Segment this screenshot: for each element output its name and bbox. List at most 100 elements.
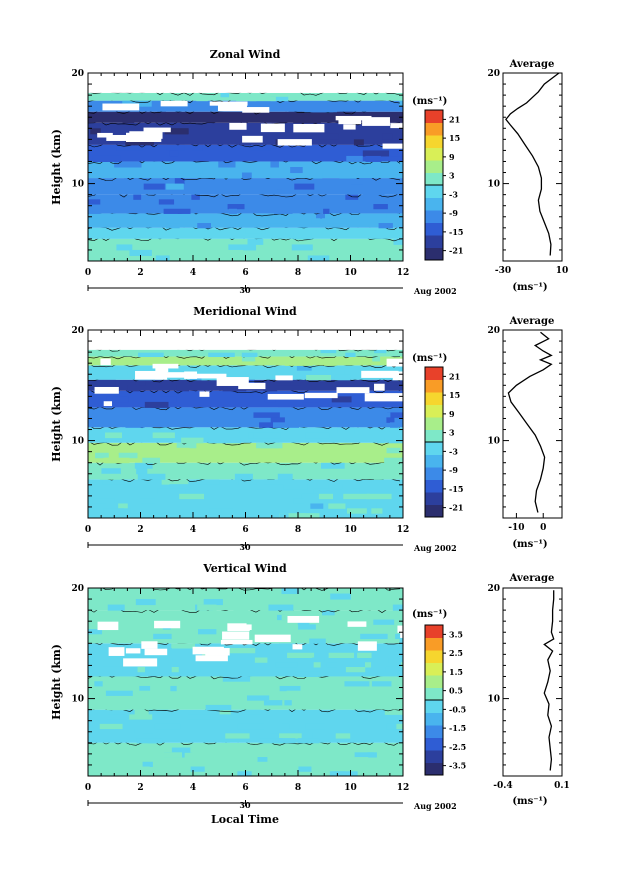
heatmap-cell xyxy=(293,117,321,124)
colorbar-swatch xyxy=(425,467,443,480)
heatmap-cell xyxy=(301,493,318,500)
heatmap-cell xyxy=(309,638,326,644)
heatmap-cell xyxy=(331,761,354,768)
heatmap-cell xyxy=(374,427,390,433)
heatmap-cell xyxy=(294,183,315,190)
heatmap-cell xyxy=(92,155,121,162)
heatmap-cell xyxy=(161,479,189,485)
heatmap-cell xyxy=(212,468,240,475)
colorbar-tick-label: -3 xyxy=(449,446,458,456)
unit-label: (ms⁻¹) xyxy=(412,353,447,364)
missing-data-gap xyxy=(154,620,181,629)
heatmap-cell xyxy=(166,183,184,190)
missing-data-gap xyxy=(361,370,399,378)
heatmap-cell xyxy=(142,457,161,464)
heatmap-cell xyxy=(127,370,135,376)
colorbar-swatch xyxy=(425,454,443,468)
heatmap-cell xyxy=(241,356,256,362)
missing-data-gap xyxy=(97,621,119,631)
heatmap-cell xyxy=(270,379,291,386)
heatmap-cell xyxy=(171,255,198,261)
heatmap-cell xyxy=(154,700,167,706)
heatmap-cell xyxy=(399,638,403,644)
heatmap-cell xyxy=(254,657,268,663)
heatmap-cell xyxy=(133,139,148,146)
heatmap-cell xyxy=(400,700,403,706)
heatmap-cell xyxy=(275,662,298,668)
heatmap-cell xyxy=(386,599,403,606)
heatmap-cell xyxy=(110,747,130,753)
heatmap-cell xyxy=(400,662,403,668)
missing-data-gap xyxy=(100,358,111,366)
chart-title: Vertical Wind xyxy=(202,562,287,575)
heatmap-cell xyxy=(386,447,401,454)
heatmap-cell xyxy=(221,771,233,776)
missing-data-gap xyxy=(97,132,113,138)
heatmap-cell xyxy=(169,484,191,490)
colorbar-swatch xyxy=(425,367,443,380)
colorbar-swatch xyxy=(425,442,443,455)
x-tick-label: 4 xyxy=(190,268,196,278)
heatmap-cell xyxy=(283,484,308,490)
heatmap-cell xyxy=(270,96,289,102)
heatmap-cell xyxy=(334,747,356,753)
colorbar-tick-label: -15 xyxy=(449,227,463,237)
heatmap-cell xyxy=(215,172,242,179)
heatmap-cell xyxy=(312,733,320,739)
heatmap-cell xyxy=(105,690,133,696)
heatmap-cell xyxy=(219,709,231,715)
heatmap-cell xyxy=(190,766,205,772)
heatmap-cell xyxy=(296,365,312,371)
heatmap-cell xyxy=(157,488,186,495)
heatmap-cell xyxy=(378,223,393,229)
heatmap-cell xyxy=(132,610,158,616)
colorbar-tick-label: 3 xyxy=(449,428,455,438)
heatmap-cell xyxy=(170,685,177,692)
heatmap-cell xyxy=(392,604,403,611)
colorbar-swatch xyxy=(425,625,443,638)
heatmap-cell xyxy=(386,417,395,423)
colorbar-swatch xyxy=(425,762,443,776)
average-x-tick-label: 10 xyxy=(556,266,569,276)
average-y-tick-label: 20 xyxy=(487,584,500,594)
colorbar-swatch xyxy=(425,160,443,173)
heatmap-cell xyxy=(107,604,125,611)
heatmap-cell xyxy=(226,249,244,256)
heatmap-cell xyxy=(245,227,266,234)
heatmap-cell xyxy=(147,238,175,245)
heatmap-cell xyxy=(297,738,320,744)
heatmap-cell xyxy=(272,422,300,428)
heatmap-cell xyxy=(281,199,294,205)
colorbar-swatch xyxy=(425,235,443,248)
colorbar-tick-label: -9 xyxy=(449,465,458,475)
missing-data-gap xyxy=(242,107,270,113)
missing-data-gap xyxy=(102,103,140,111)
missing-data-gap xyxy=(362,117,390,126)
colorbar-swatch xyxy=(425,637,443,651)
heatmap-cell xyxy=(241,172,252,179)
heatmap-cell xyxy=(191,676,204,682)
heatmap-cell xyxy=(196,167,203,174)
colorbar-swatch xyxy=(425,247,443,261)
missing-data-gap xyxy=(364,393,403,402)
average-x-label: (ms⁻¹) xyxy=(512,539,547,550)
x-axis-label: Local Time xyxy=(211,813,279,826)
heatmap-cell xyxy=(328,484,343,490)
y-axis: 10 20 xyxy=(71,326,403,508)
colorbar-swatch xyxy=(425,222,443,236)
heatmap-cell xyxy=(373,619,395,625)
colorbar-tick-label: 21 xyxy=(449,371,460,381)
heatmap-cell xyxy=(134,728,153,734)
colorbar-tick-label: 0.5 xyxy=(449,686,463,696)
heatmap-cell xyxy=(236,96,257,102)
heatmap-cell xyxy=(142,761,153,768)
missing-data-gap xyxy=(222,631,250,640)
heatmap-cell xyxy=(332,695,348,701)
heatmap-cell xyxy=(125,422,145,428)
x-axis: 0 2 4 6 8 10 12 xyxy=(85,73,409,291)
heatmap-cell xyxy=(298,766,312,772)
average-x-tick-label: -0.4 xyxy=(493,781,512,791)
heatmap-cell xyxy=(385,666,403,673)
x-tick-label: 4 xyxy=(190,783,196,793)
heatmap-cell xyxy=(357,652,372,659)
